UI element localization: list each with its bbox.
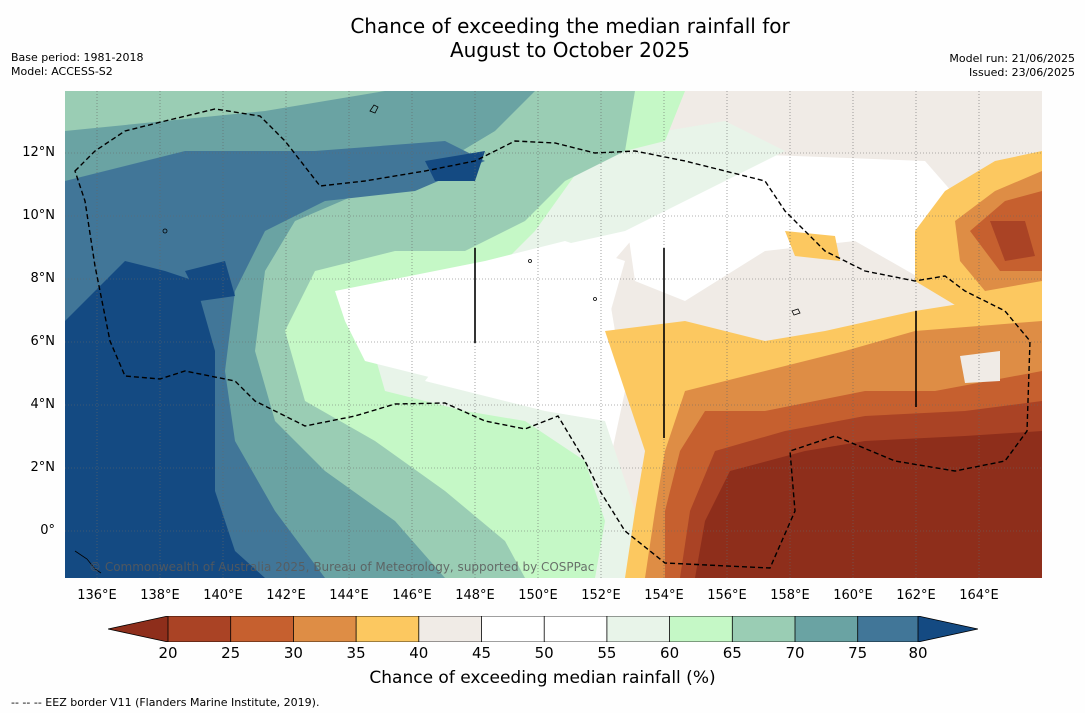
cbar-separators [167, 616, 919, 642]
cbar-30-35 [293, 616, 357, 642]
cbar-tick-20: 20 [158, 644, 178, 662]
cbar-50-55 [544, 616, 607, 642]
cbar-tick-60: 60 [660, 644, 680, 662]
island-4 [162, 228, 168, 234]
band-above-80-north [425, 151, 485, 181]
lat-tick-4n: 4°N [30, 397, 56, 412]
lon-tick-150e: 150°E [518, 588, 558, 603]
lat-tick-0: 0° [40, 523, 55, 538]
meta-right: Model run: 21/06/2025 Issued: 23/06/2025 [949, 52, 1075, 80]
lat-tick-6n: 6°N [30, 334, 56, 349]
lon-tick-142e: 142°E [266, 588, 306, 603]
eez-border [74, 108, 1031, 569]
title-line-1: Chance of exceeding the median rainfall … [350, 14, 790, 38]
lon-tick-140e: 140°E [203, 588, 243, 603]
lon-tick-160e: 160°E [833, 588, 873, 603]
island-2 [74, 550, 102, 574]
cbar-65-70 [732, 616, 795, 642]
band-above-80 [65, 261, 265, 578]
band-20-25-northeast [990, 221, 1035, 261]
islands [74, 104, 801, 574]
lat-tick-12n: 12°N [22, 145, 55, 160]
cbar-tick-55: 55 [597, 644, 617, 662]
cbar-55-60 [606, 616, 670, 642]
cbar-tick-25: 25 [221, 644, 241, 662]
cbar-40-45 [418, 616, 482, 642]
colorbar-label: Chance of exceeding median rainfall (%) [369, 668, 716, 688]
lon-tick-162e: 162°E [896, 588, 936, 603]
lon-tick-148e: 148°E [455, 588, 495, 603]
cbar-25-30 [230, 616, 294, 642]
cbar-below-20 [108, 616, 168, 642]
map-title: Chance of exceeding the median rainfall … [0, 14, 1085, 62]
lat-tick-2n: 2°N [30, 460, 56, 475]
eez-footnote: -- -- -- EEZ border V11 (Flanders Marine… [11, 696, 320, 709]
cbar-35-40 [356, 616, 419, 642]
cbar-tick-30: 30 [283, 644, 303, 662]
lon-tick-158e: 158°E [770, 588, 810, 603]
lon-tick-138e: 138°E [140, 588, 180, 603]
band-white-center [625, 151, 995, 301]
island-6 [593, 297, 597, 301]
cbar-70-75 [795, 616, 858, 642]
title-line-2: August to October 2025 [449, 38, 691, 62]
lon-tick-146e: 146°E [392, 588, 432, 603]
cbar-tick-75: 75 [848, 644, 868, 662]
model-run: Model run: 21/06/2025 [949, 52, 1075, 65]
meta-left: Base period: 1981-2018 Model: ACCESS-S2 [11, 51, 143, 79]
band-35-40-patch [785, 231, 840, 261]
cbar-75-80 [857, 616, 921, 642]
band-white-pocket-east [960, 351, 1000, 383]
base-period: Base period: 1981-2018 [11, 51, 144, 64]
band-white-pocket [335, 241, 625, 381]
lon-tick-164e: 164°E [959, 588, 999, 603]
map-canvas [65, 91, 1042, 578]
island-1 [369, 104, 379, 114]
model-name: Model: ACCESS-S2 [11, 65, 113, 78]
lat-tick-10n: 10°N [22, 208, 55, 223]
cbar-tick-45: 45 [471, 644, 492, 662]
cbar-above-80 [918, 616, 978, 642]
island-3 [791, 308, 801, 316]
band-above-80-patch [185, 261, 235, 301]
cbar-20-25 [168, 616, 231, 642]
lon-tick-136e: 136°E [77, 588, 117, 603]
cbar-tick-35: 35 [346, 644, 366, 662]
island-5 [528, 259, 532, 263]
cbar-tick-50: 50 [534, 644, 554, 662]
lat-tick-8n: 8°N [30, 271, 56, 286]
cbar-60-65 [669, 616, 733, 642]
lon-tick-156e: 156°E [707, 588, 747, 603]
lon-tick-154e: 154°E [644, 588, 684, 603]
copyright-notice: © Commonwealth of Australia 2025, Bureau… [89, 560, 595, 574]
colorbar [108, 616, 978, 642]
cbar-45-50 [481, 616, 545, 642]
cbar-tick-40: 40 [409, 644, 429, 662]
cbar-tick-80: 80 [908, 644, 928, 662]
lon-tick-144e: 144°E [329, 588, 369, 603]
lon-tick-152e: 152°E [581, 588, 621, 603]
rainfall-map[interactable] [65, 91, 1042, 578]
cbar-tick-70: 70 [785, 644, 805, 662]
cbar-tick-65: 65 [722, 644, 742, 662]
issued-date: Issued: 23/06/2025 [968, 66, 1075, 79]
